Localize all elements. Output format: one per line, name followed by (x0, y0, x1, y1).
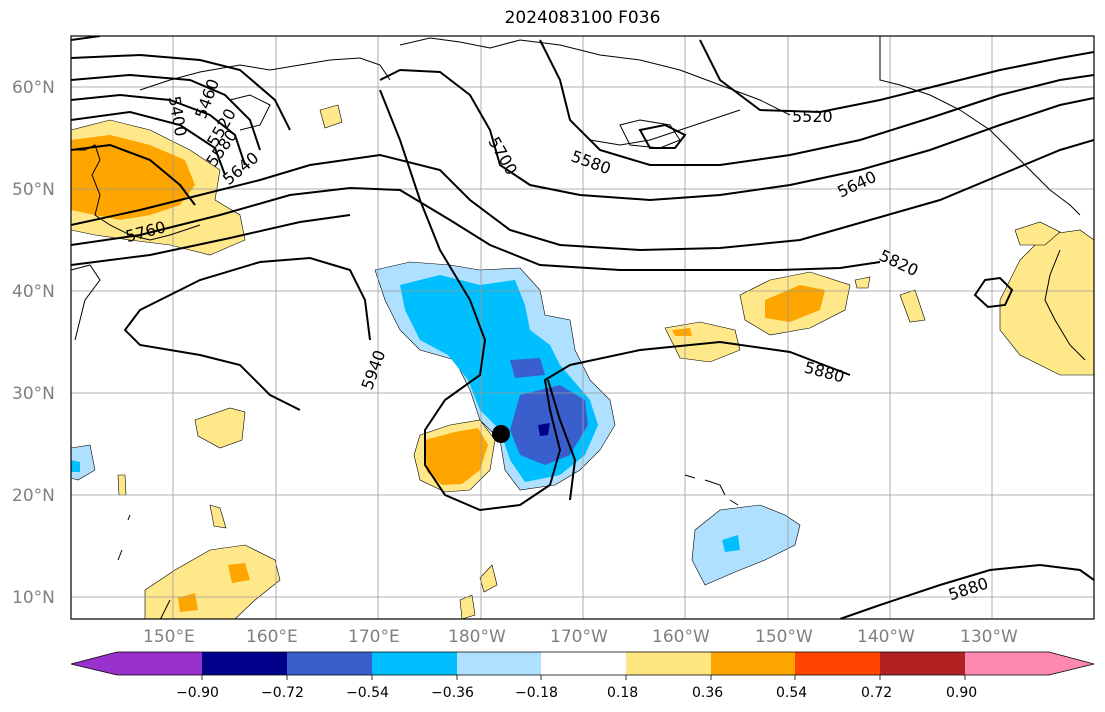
map-title: 2024083100 F036 (504, 8, 661, 28)
lon-label: 170°W (550, 627, 608, 647)
colorbar-max-arrow (1049, 652, 1094, 675)
longitude-labels: 150°E 160°E 170°E 180°W 170°W 160°W 150°… (143, 627, 1018, 647)
colorbar-tick-label: 0.90 (946, 685, 977, 701)
contour-label: 5520 (792, 107, 833, 126)
colorbar-segment (711, 652, 795, 675)
colorbar-segment (202, 652, 287, 675)
lat-label: 30°N (12, 384, 55, 404)
lon-label: 160°W (652, 627, 710, 647)
lon-label: 150°W (755, 627, 813, 647)
colorbar-segment (541, 652, 626, 675)
lon-label: 160°E (246, 627, 298, 647)
colorbar-tick-label: −0.54 (346, 685, 389, 701)
colorbar-min-arrow (71, 652, 117, 675)
lon-label: 170°E (348, 627, 400, 647)
colorbar-tick-label: −0.72 (261, 685, 304, 701)
latitude-labels: 60°N 50°N 40°N 30°N 20°N 10°N (12, 78, 55, 608)
colorbar-segment (626, 652, 711, 675)
colorbar-tick-label: 0.36 (692, 685, 723, 701)
lon-label: 130°W (960, 627, 1018, 647)
gridlines (71, 36, 1094, 619)
lat-label: 60°N (12, 78, 55, 98)
colorbar-segment (965, 652, 1049, 675)
map-frame (70, 35, 1095, 620)
lat-label: 10°N (12, 588, 55, 608)
storm-center-marker (492, 425, 510, 443)
colorbar-segment (117, 652, 202, 675)
map-area (71, 36, 1094, 619)
colorbar-tick-label: −0.36 (431, 685, 474, 701)
lat-label: 20°N (12, 486, 55, 506)
colorbar-segment (287, 652, 372, 675)
colorbar-tick-label: 0.72 (861, 685, 892, 701)
colorbar-tick-label: 0.18 (607, 685, 638, 701)
coastlines (71, 36, 1086, 619)
colorbar-tick-label: 0.54 (776, 685, 807, 701)
lon-label: 180°W (448, 627, 506, 647)
lon-label: 150°E (143, 627, 195, 647)
colorbar-tick-label: −0.90 (176, 685, 219, 701)
colorbar-tick-label: −0.18 (515, 685, 558, 701)
lat-label: 50°N (12, 180, 55, 200)
lon-label: 140°W (857, 627, 915, 647)
height-contours (71, 36, 1094, 619)
colorbar: −0.90 −0.72 −0.54 −0.36 −0.18 0.18 0.36 … (70, 651, 1095, 701)
colorbar-segment (372, 652, 457, 675)
colorbar-segment (880, 652, 965, 675)
lat-label: 40°N (12, 282, 55, 302)
colorbar-segment (795, 652, 880, 675)
colorbar-segment (457, 652, 541, 675)
